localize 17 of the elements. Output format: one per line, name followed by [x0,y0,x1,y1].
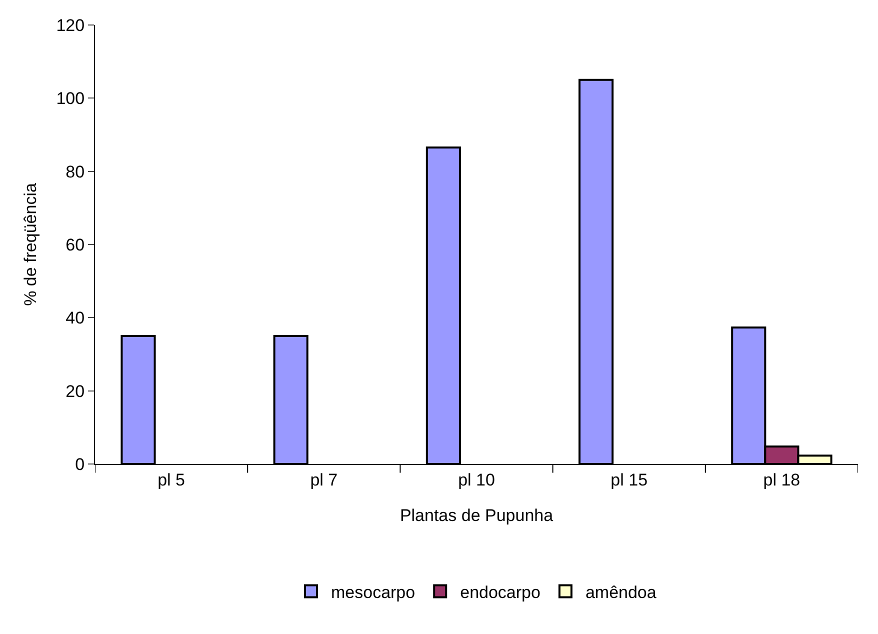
legend-label: endocarpo [460,582,540,602]
legend-label: amêndoa [585,582,657,602]
x-axis-title: Plantas de Pupunha [400,506,554,525]
y-tick-label: 120 [56,16,85,35]
y-tick-label: 60 [66,235,85,254]
y-tick-label: 40 [66,308,85,328]
x-tick-label: pl 15 [610,470,648,490]
y-axis-title: % de freqüência [20,182,40,306]
x-tick-label: pl 10 [458,470,495,490]
x-tick-label: pl 5 [158,470,186,490]
y-tick-label: 0 [75,454,85,474]
y-tick-label: 80 [66,162,85,182]
legend-label: mesocarpo [331,582,416,602]
y-tick-label: 20 [66,382,85,401]
y-tick-label: 100 [56,89,85,108]
x-tick-label: pl 7 [310,470,338,490]
x-tick-label: pl 18 [763,470,800,490]
